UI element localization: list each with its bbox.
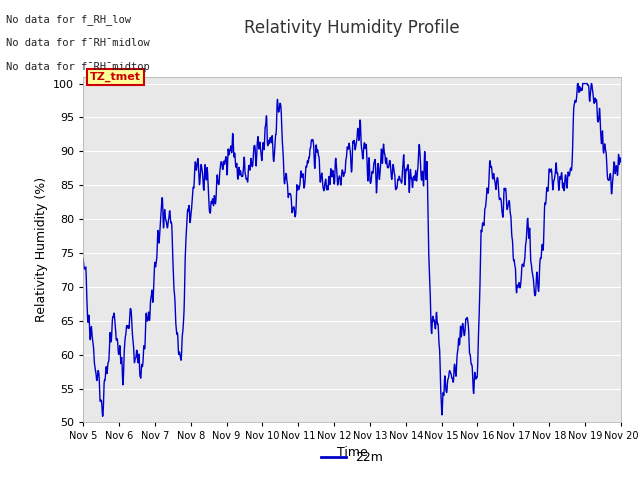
- Text: No data for f_RH_low: No data for f_RH_low: [6, 14, 131, 25]
- Text: TZ_tmet: TZ_tmet: [90, 72, 141, 82]
- Y-axis label: Relativity Humidity (%): Relativity Humidity (%): [35, 177, 47, 322]
- Legend: 22m: 22m: [316, 446, 388, 469]
- Text: No data for f¯RH¯midtop: No data for f¯RH¯midtop: [6, 62, 150, 72]
- X-axis label: Time: Time: [337, 445, 367, 458]
- Text: No data for f¯RH¯midlow: No data for f¯RH¯midlow: [6, 38, 150, 48]
- Text: Relativity Humidity Profile: Relativity Humidity Profile: [244, 19, 460, 37]
